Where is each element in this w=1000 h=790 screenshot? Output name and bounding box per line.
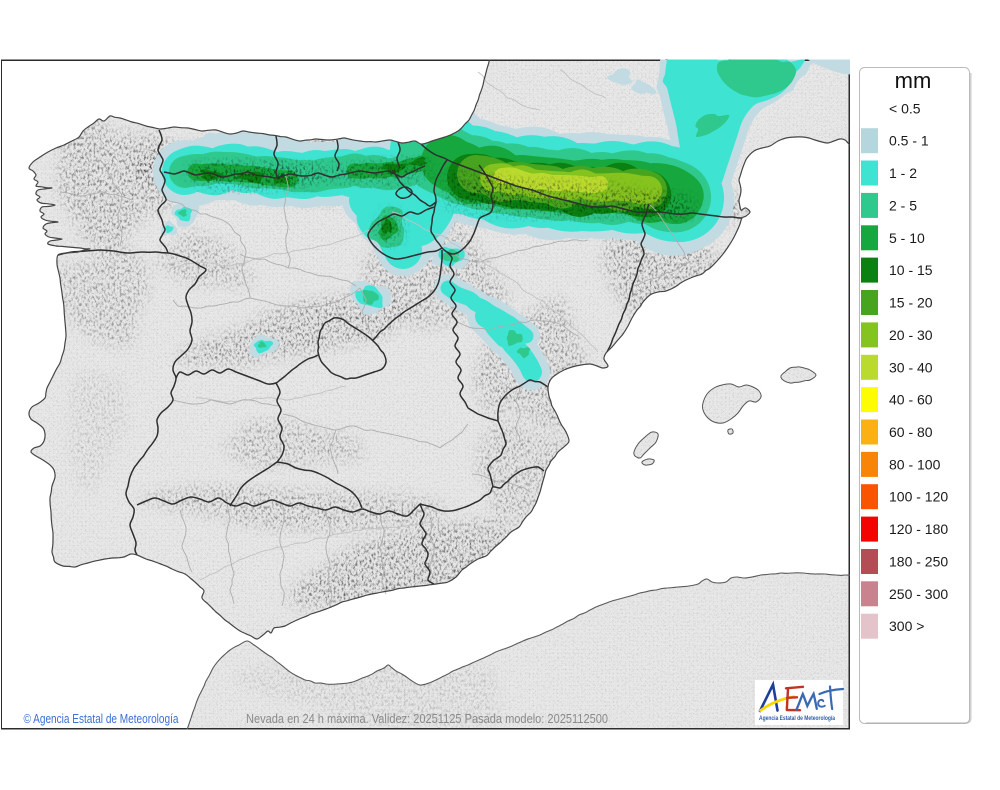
svg-text:180 - 250: 180 - 250	[889, 554, 948, 570]
svg-text:40 - 60: 40 - 60	[889, 392, 933, 408]
svg-text:10 - 15: 10 - 15	[889, 262, 933, 278]
svg-text:300 >: 300 >	[889, 618, 924, 634]
svg-text:1 - 2: 1 - 2	[889, 165, 917, 181]
svg-text:Agencia Estatal de Meteorologí: Agencia Estatal de Meteorología	[759, 715, 835, 722]
svg-text:120 - 180: 120 - 180	[889, 521, 948, 537]
svg-text:< 0.5: < 0.5	[889, 100, 921, 116]
svg-text:0.5 - 1: 0.5 - 1	[889, 133, 929, 149]
svg-text:mm: mm	[895, 68, 932, 93]
svg-text:30 - 40: 30 - 40	[889, 359, 933, 375]
svg-text:2 - 5: 2 - 5	[889, 197, 917, 213]
svg-text:60 - 80: 60 - 80	[889, 424, 933, 440]
svg-text:80 - 100: 80 - 100	[889, 456, 941, 472]
svg-text:15 - 20: 15 - 20	[889, 295, 933, 311]
svg-text:250 - 300: 250 - 300	[889, 586, 948, 602]
svg-text:Nevada en 24 h máxima. Validez: Nevada en 24 h máxima. Validez: 20251125…	[246, 711, 608, 726]
svg-text:20 - 30: 20 - 30	[889, 327, 933, 343]
svg-text:100 - 120: 100 - 120	[889, 489, 948, 505]
svg-text:© Agencia Estatal de Meteorolo: © Agencia Estatal de Meteorología	[24, 711, 180, 726]
svg-text:5 - 10: 5 - 10	[889, 230, 925, 246]
